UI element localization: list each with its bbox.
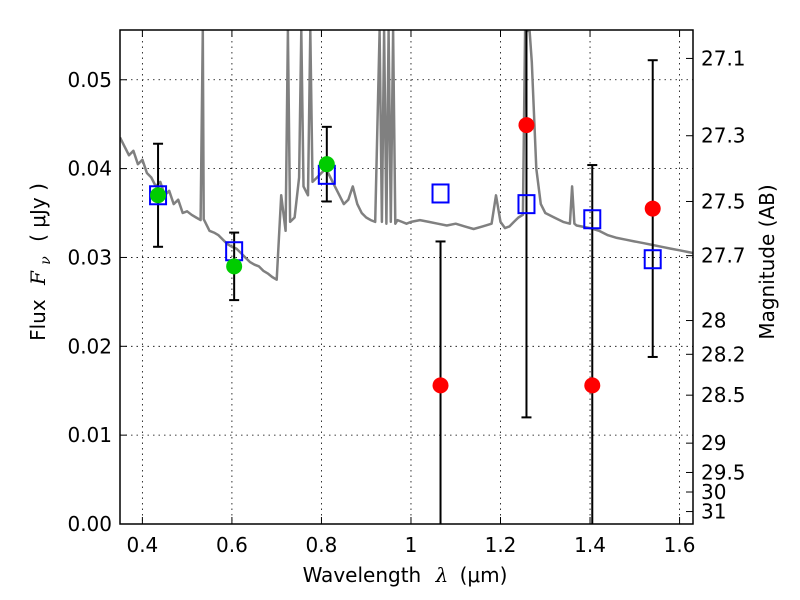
x-tick-label: 0.4 (126, 533, 158, 557)
upper-limit-point (518, 117, 535, 134)
y-tick-label: 0.05 (67, 68, 112, 92)
detection-point (150, 187, 167, 204)
upper-limit-point (432, 377, 449, 394)
detection-point (226, 258, 243, 275)
x-tick-label: 1.4 (574, 533, 606, 557)
x-axis-label-unit: (μm) (460, 563, 508, 587)
x-tick-label: 0.8 (306, 533, 338, 557)
y-tick-label: 0.03 (67, 245, 112, 269)
x-tick-label: 1.2 (485, 533, 517, 557)
y2-axis-label: Magnitude (AB) (755, 184, 779, 339)
grid-lines (120, 30, 693, 524)
x-tick-label: 1 (405, 533, 418, 557)
y2-tick-label: 27.5 (701, 189, 746, 213)
upper-limit-point (584, 377, 601, 394)
y-tick-label: 0.01 (67, 423, 112, 447)
y-tick-label: 0.04 (67, 157, 112, 181)
y-axis-label-text: Flux (26, 299, 50, 341)
y2-tick-label: 30 (701, 480, 726, 504)
y2-tick-label: 31 (701, 500, 726, 524)
x-tick-label: 0.6 (216, 533, 248, 557)
y-tick-label: 0.00 (67, 512, 112, 536)
y2-tick-label: 27.3 (701, 124, 746, 148)
y-axis-label: Flux F ν ( μJy ) (26, 183, 55, 341)
y2-tick-label: 29 (701, 431, 726, 455)
y-axis-label-unit: ( μJy ) (26, 183, 50, 242)
model-photometry-square (517, 194, 536, 215)
y2-tick-label: 28.2 (701, 342, 746, 366)
detection-point (318, 156, 335, 173)
y2-tick-label: 27.7 (701, 244, 746, 268)
x-axis-label-symbol: λ (435, 563, 449, 587)
axis-ticks: 0.4 0.6 0.8 1 1.2 1.4 1.6 0.00 0.01 0.02 0.03 0.04 0… (67, 30, 746, 557)
x-axis-label: Wavelength λ (μm) (303, 563, 508, 587)
plot-frame (119, 29, 694, 525)
y2-tick-label: 28.5 (701, 383, 746, 407)
model-photometry-square (431, 183, 450, 204)
y-axis-label-subscript: ν (38, 256, 54, 265)
x-axis-label-text: Wavelength (303, 563, 422, 587)
plot-area (120, 30, 693, 524)
y2-tick-label: 29.5 (701, 460, 746, 484)
x-tick-label: 1.6 (664, 533, 696, 557)
y2-tick-label: 27.1 (701, 46, 746, 70)
model-sed-line (120, 30, 693, 281)
model-photometry-square (643, 249, 662, 270)
model-photometry-square (583, 209, 602, 230)
y2-tick-label: 28 (701, 309, 726, 333)
y-axis-label-symbol: F (26, 270, 50, 286)
y-tick-label: 0.02 (67, 334, 112, 358)
upper-limit-point (644, 200, 661, 217)
